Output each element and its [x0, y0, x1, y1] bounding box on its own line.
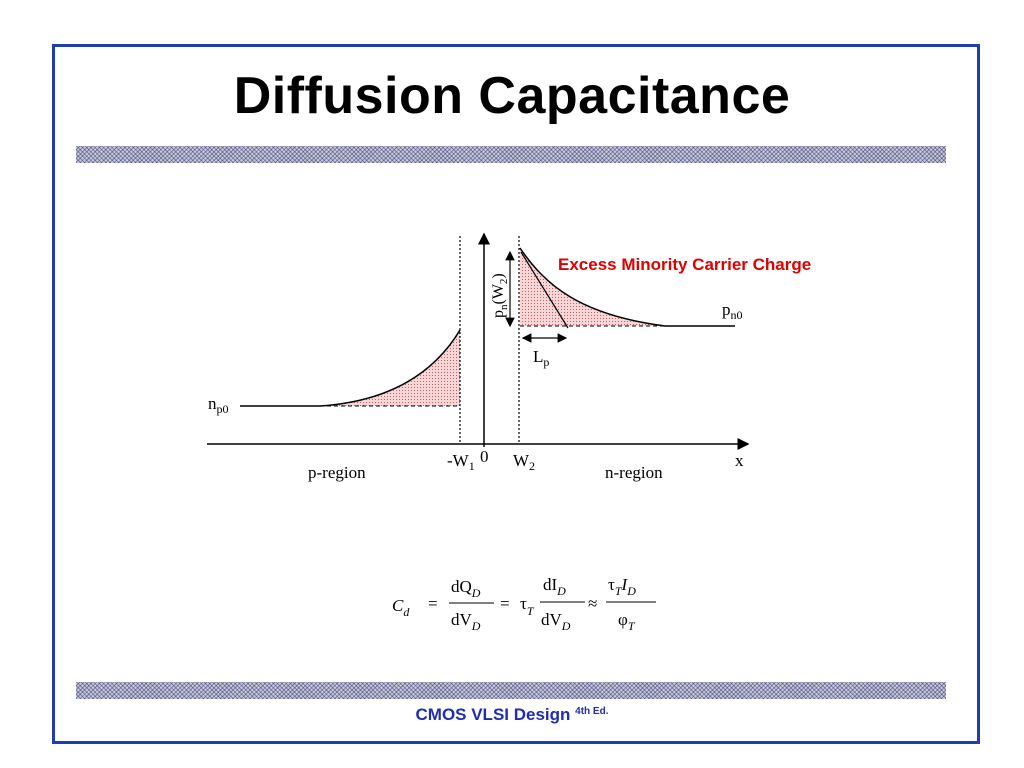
excess-charge-caption: Excess Minority Carrier Charge: [558, 255, 811, 274]
label-pn0: pn0: [722, 300, 743, 322]
svg-text:dVD: dVD: [541, 610, 571, 633]
n-side-curve: [519, 247, 735, 327]
p-side-curve: [240, 329, 461, 407]
label-minus-w1: -W1: [447, 451, 475, 473]
svg-text:τT: τT: [520, 594, 535, 618]
label-zero: 0: [480, 447, 489, 466]
slide-title: Diffusion Capacitance: [233, 67, 791, 125]
label-n-region: n-region: [605, 463, 663, 482]
label-np0: np0: [208, 394, 229, 416]
svg-text:=: =: [500, 594, 510, 613]
label-pnw2: pn(W2): [490, 273, 510, 318]
diffusion-capacitance-formula: Cd = dQD dVD = τT dID dVD ≈ τTID φT: [392, 575, 656, 633]
svg-text:dID: dID: [543, 575, 566, 598]
label-x: x: [735, 451, 744, 470]
svg-text:φT: φT: [618, 610, 636, 633]
footer-edition: 4th Ed.: [575, 706, 609, 717]
svg-text:dQD: dQD: [451, 577, 481, 600]
slide-footer: CMOS VLSI Design 4th Ed.: [0, 705, 1024, 725]
svg-text:Cd: Cd: [392, 596, 410, 619]
p-side-excess-charge: [320, 330, 460, 406]
tangent-line: [520, 251, 569, 329]
n-side-excess-charge: [520, 248, 665, 326]
svg-text:=: =: [428, 594, 438, 613]
footer-course: CMOS VLSI Design: [415, 705, 571, 724]
label-p-region: p-region: [308, 463, 366, 482]
bottom-hatch-bar: [76, 682, 946, 699]
label-w2: W2: [513, 451, 535, 473]
svg-text:τTID: τTID: [608, 575, 636, 598]
svg-text:dVD: dVD: [451, 610, 481, 633]
top-hatch-bar: [76, 146, 946, 163]
label-lp: Lp: [533, 347, 549, 369]
svg-text:≈: ≈: [588, 594, 597, 613]
